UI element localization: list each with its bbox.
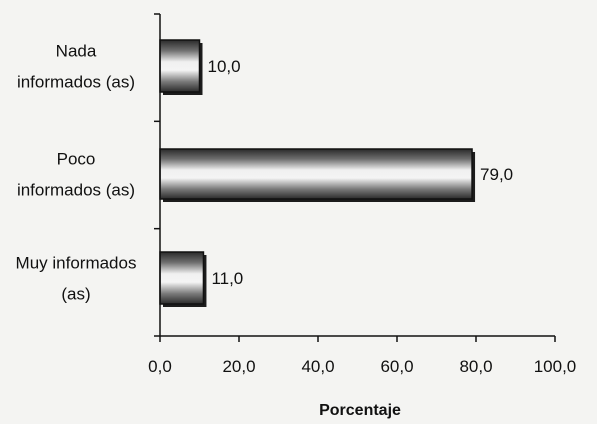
category-label-line: informados (as) (17, 73, 135, 92)
category-label-line: (as) (61, 285, 90, 304)
data-label-3: 11,0 (211, 269, 243, 288)
data-label-1: 10,0 (208, 57, 241, 76)
category-label-3: Muy informados (as) (16, 254, 137, 304)
x-tick-label: 20,0 (222, 357, 255, 376)
data-label-2: 79,0 (480, 165, 513, 184)
bar-2 (159, 148, 473, 200)
x-tick-label: 0,0 (148, 357, 172, 376)
category-label-2: Poco informados (as) (17, 150, 135, 200)
x-axis-title: Porcentaje (319, 402, 401, 419)
category-label-line: Nada (56, 42, 97, 61)
x-tick-label: 40,0 (301, 357, 334, 376)
axes-group (154, 13, 556, 342)
category-label-1: Nada informados (as) (17, 42, 135, 92)
x-tick-label: 60,0 (380, 357, 413, 376)
category-label-line: informados (as) (17, 181, 135, 200)
bar-3 (159, 251, 205, 305)
bars-group (159, 39, 476, 307)
bar-1 (159, 39, 201, 93)
x-tick-label: 100,0 (534, 357, 577, 376)
category-label-line: Muy informados (16, 254, 137, 273)
labels-group: 10,0 Nada informados (as) 79,0 Poco informado… (16, 42, 577, 377)
x-tick-label: 80,0 (459, 357, 492, 376)
category-label-line: Poco (57, 150, 96, 169)
